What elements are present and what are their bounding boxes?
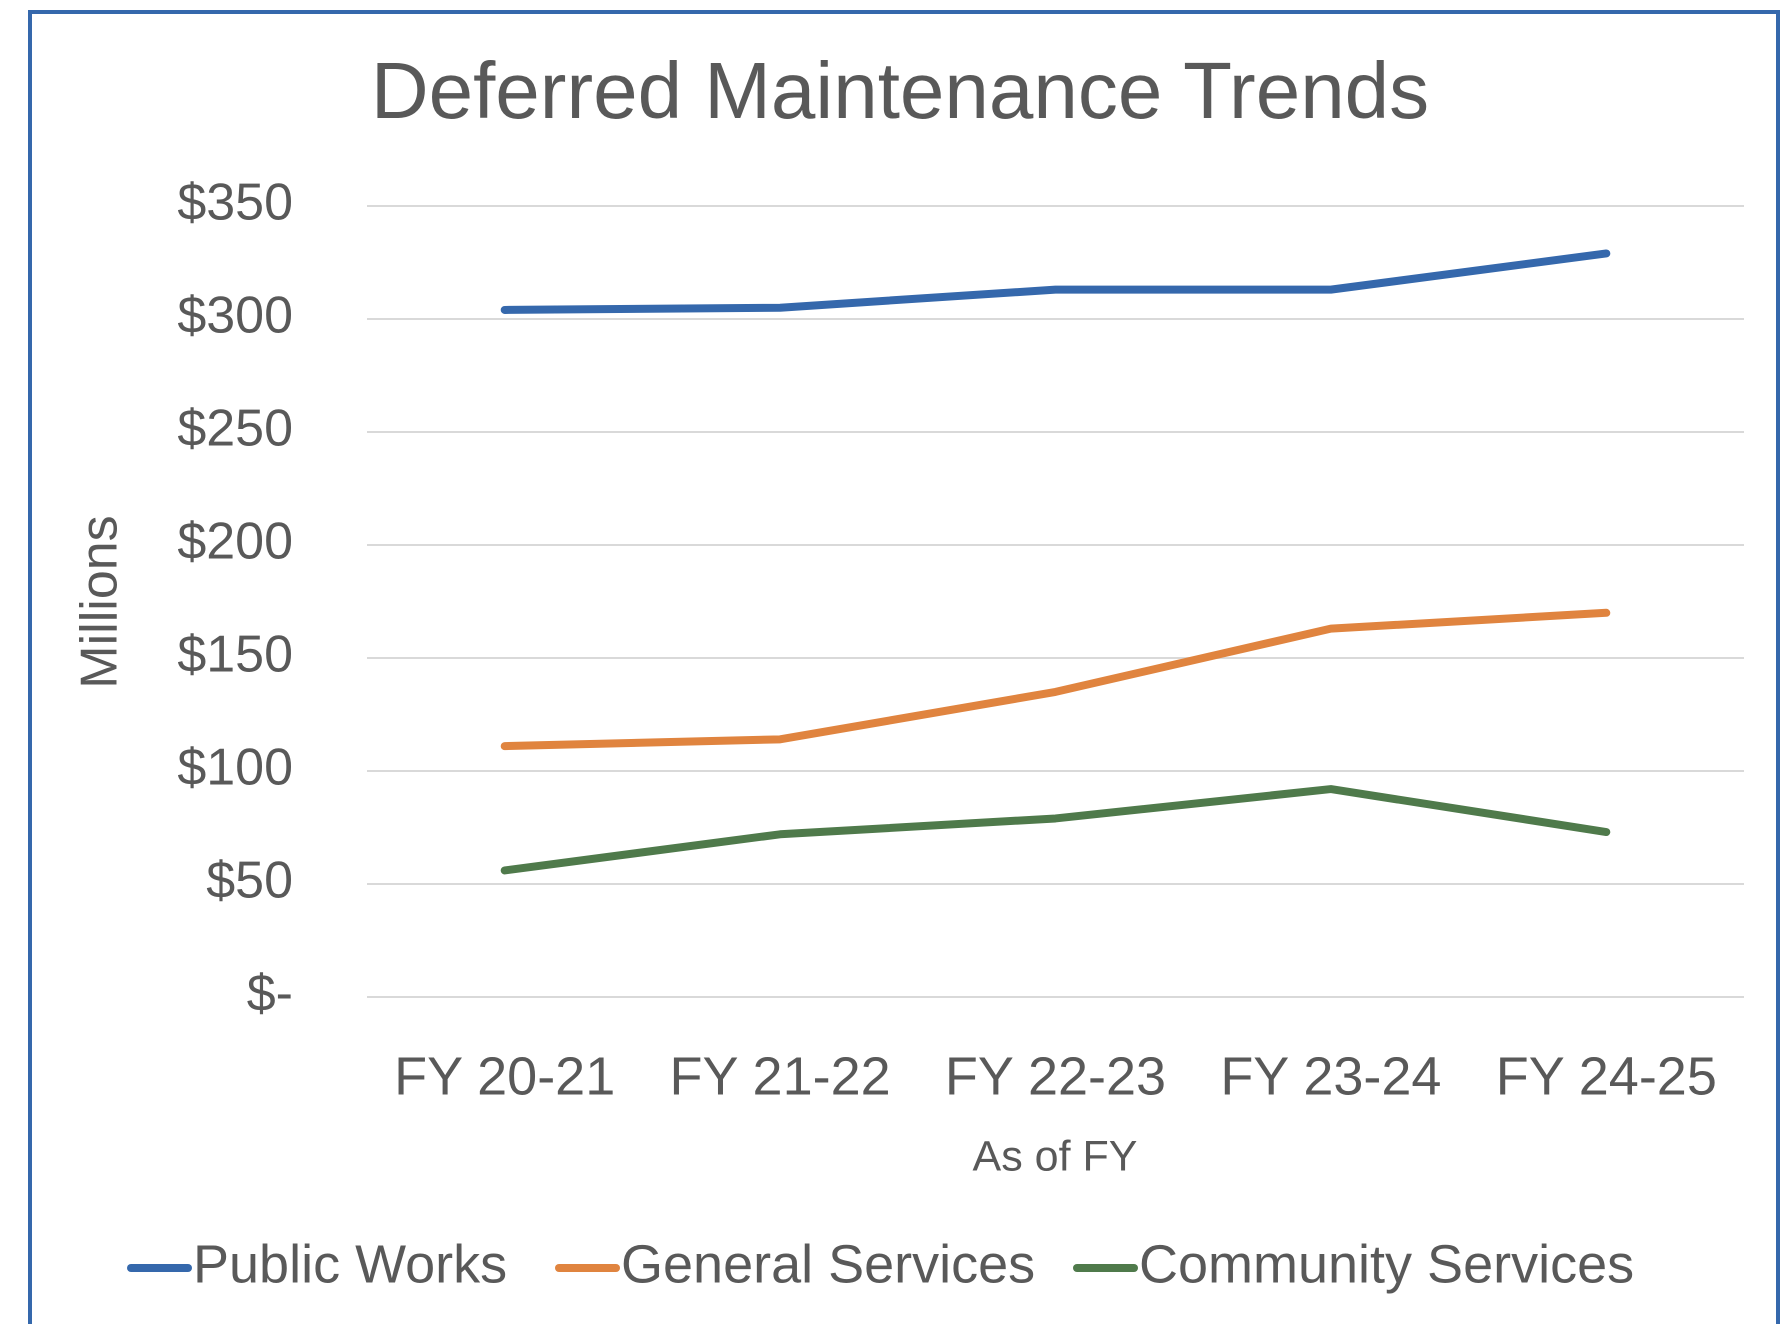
y-tick-label: $200: [177, 513, 293, 571]
x-tick-label: FY 23-24: [1220, 1046, 1441, 1106]
series-line: [500, 249, 1611, 314]
x-axis-label: As of FY: [973, 1132, 1138, 1180]
y-tick-label: $250: [177, 400, 293, 458]
legend-label: Community Services: [1139, 1234, 1634, 1294]
x-tick-label: FY 20-21: [394, 1046, 615, 1106]
y-tick-label: $350: [177, 174, 293, 232]
x-tick-label: FY 24-25: [1496, 1046, 1717, 1106]
y-tick-label: $300: [177, 287, 293, 345]
y-tick-label: $150: [177, 626, 293, 684]
chart-title: Deferred Maintenance Trends: [371, 46, 1429, 135]
y-tick-label: $50: [206, 852, 293, 910]
y-tick-label: $100: [177, 739, 293, 797]
series-line: [500, 608, 1611, 751]
legend-label: Public Works: [193, 1234, 507, 1294]
series-line: [500, 785, 1611, 875]
y-axis-label: Millions: [71, 515, 129, 688]
legend-label: General Services: [621, 1234, 1035, 1294]
x-tick-label: FY 22-23: [945, 1046, 1166, 1106]
chart-border: [28, 10, 1780, 1324]
y-tick-label: $-: [247, 965, 293, 1023]
x-tick-label: FY 21-22: [670, 1046, 891, 1106]
